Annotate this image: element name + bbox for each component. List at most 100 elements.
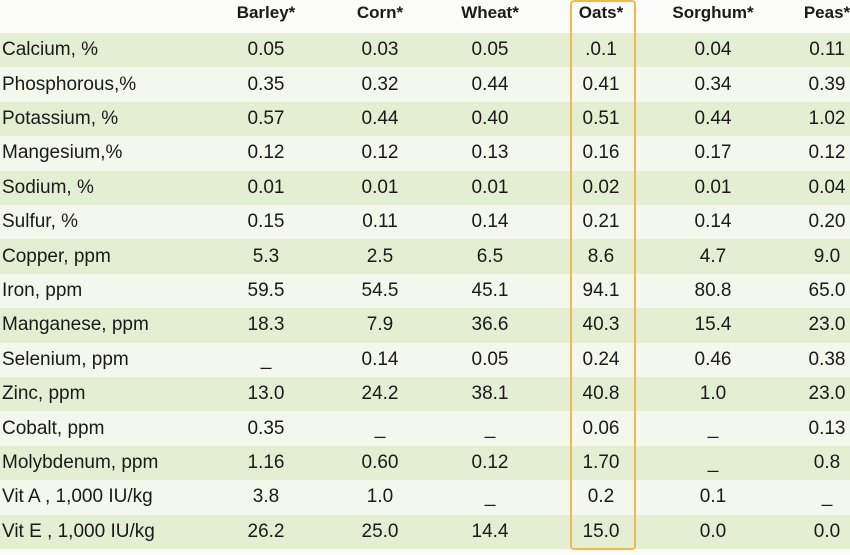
table-cell: 8.6 xyxy=(587,245,615,267)
table-cell: 0.12 xyxy=(361,142,399,164)
table-cell: 0.34 xyxy=(694,73,732,95)
table-cell: _ xyxy=(707,451,719,473)
table-cell: 26.2 xyxy=(247,520,285,542)
column-header: Sorghum* xyxy=(672,3,754,22)
table-cell: 0.41 xyxy=(582,73,620,95)
table-cell: _ xyxy=(484,417,496,439)
table-row xyxy=(0,514,850,549)
row-label: Iron, ppm xyxy=(2,279,83,301)
row-label: Calcium, % xyxy=(2,39,99,61)
table-cell: 0.0 xyxy=(699,520,727,542)
table-cell: 0.03 xyxy=(361,39,399,61)
table-cell: 0.14 xyxy=(471,211,509,233)
table-row xyxy=(0,480,850,515)
table-cell: 0.51 xyxy=(582,107,620,129)
table-cell: 0.1 xyxy=(699,486,727,508)
table-cell: 36.6 xyxy=(471,314,509,336)
row-label: Sodium, % xyxy=(2,176,94,198)
table-cell: 0.24 xyxy=(582,348,620,370)
table-row xyxy=(0,136,850,171)
table-cell: 0.15 xyxy=(247,211,285,233)
table-cell: 80.8 xyxy=(694,279,732,301)
table-row xyxy=(0,308,850,343)
table-cell: 0.11 xyxy=(362,211,398,233)
table-cell: 0.35 xyxy=(247,417,285,439)
table-cell: 0.32 xyxy=(361,73,399,95)
row-label: Selenium, ppm xyxy=(2,348,129,370)
table-cell: _ xyxy=(374,417,386,439)
table-row xyxy=(0,239,850,274)
table-cell: 23.0 xyxy=(808,314,846,336)
table-row xyxy=(0,445,850,481)
row-label: Vit E , 1,000 IU/kg xyxy=(2,520,155,542)
table-cell: 0.04 xyxy=(808,176,846,198)
table-cell: 0.01 xyxy=(471,176,509,198)
table-cell: 59.5 xyxy=(247,279,285,301)
table-cell: 0.05 xyxy=(247,39,285,61)
table-row xyxy=(0,101,850,137)
table-cell: 0.01 xyxy=(361,176,399,198)
table-cell: 0.05 xyxy=(471,39,509,61)
table-cell: 14.4 xyxy=(471,520,509,542)
table-cell: .0.1 xyxy=(585,39,617,61)
table-cell: 0.11 xyxy=(809,39,845,61)
column-header: Peas* xyxy=(803,3,850,22)
table-cell: 0.35 xyxy=(247,73,285,95)
table-cell: 15.4 xyxy=(694,314,732,336)
row-label: Zinc, ppm xyxy=(2,383,86,405)
table-row xyxy=(0,411,850,446)
table-cell: 4.7 xyxy=(699,245,727,267)
table-cell: 0.44 xyxy=(471,73,509,95)
row-label: Mangesium,% xyxy=(2,142,123,164)
table-cell: 18.3 xyxy=(247,314,285,336)
table-row xyxy=(0,67,850,102)
table-cell: 1.02 xyxy=(808,107,846,129)
row-label: Sulfur, % xyxy=(2,211,79,233)
table-cell: 15.0 xyxy=(582,520,620,542)
table-cell: 5.3 xyxy=(252,245,280,267)
table-cell: 0.17 xyxy=(694,142,732,164)
table-cell: 0.13 xyxy=(471,142,509,164)
table-cell: 0.04 xyxy=(694,39,732,61)
table-cell: 0.44 xyxy=(694,107,732,129)
table-cell: _ xyxy=(260,348,272,370)
table-cell: 54.5 xyxy=(361,279,399,301)
table-cell: 2.5 xyxy=(366,245,394,267)
table-cell: 0.14 xyxy=(694,211,732,233)
table-cell: 0.21 xyxy=(582,211,620,233)
table-cell: 94.1 xyxy=(582,279,620,301)
table-cell: _ xyxy=(821,486,833,508)
table-cell: 6.5 xyxy=(476,245,504,267)
table-row xyxy=(0,33,850,68)
table-cell: 0.44 xyxy=(361,107,399,129)
row-label: Potassium, % xyxy=(2,107,119,129)
row-label: Phosphorous,% xyxy=(2,73,137,95)
table-cell: 0.39 xyxy=(808,73,846,95)
table-cell: 45.1 xyxy=(471,279,509,301)
table-cell: 1.70 xyxy=(582,451,620,473)
table-cell: 0.46 xyxy=(694,348,732,370)
table-cell: 23.0 xyxy=(808,383,846,405)
row-label: Cobalt, ppm xyxy=(2,417,105,439)
row-label: Vit A , 1,000 IU/kg xyxy=(2,486,153,508)
table-cell: 1.16 xyxy=(247,451,285,473)
table-cell: 0.01 xyxy=(247,176,285,198)
table-cell: 0.20 xyxy=(808,211,846,233)
column-header: Oats* xyxy=(578,3,624,22)
table-cell: 7.9 xyxy=(366,314,394,336)
row-label: Manganese, ppm xyxy=(2,314,149,336)
table-cell: 9.0 xyxy=(813,245,841,267)
row-label: Copper, ppm xyxy=(2,245,111,267)
column-header: Corn* xyxy=(356,3,404,22)
table-cell: 0.38 xyxy=(808,348,846,370)
table-cell: 0.12 xyxy=(808,142,846,164)
table-row xyxy=(0,342,850,377)
table-cell: 0.57 xyxy=(247,107,285,129)
table-cell: 0.2 xyxy=(587,486,615,508)
table-cell: 0.02 xyxy=(582,176,620,198)
table-row xyxy=(0,170,850,205)
table-row xyxy=(0,205,850,240)
column-header: Wheat* xyxy=(461,3,519,22)
table-cell: 1.0 xyxy=(366,486,394,508)
